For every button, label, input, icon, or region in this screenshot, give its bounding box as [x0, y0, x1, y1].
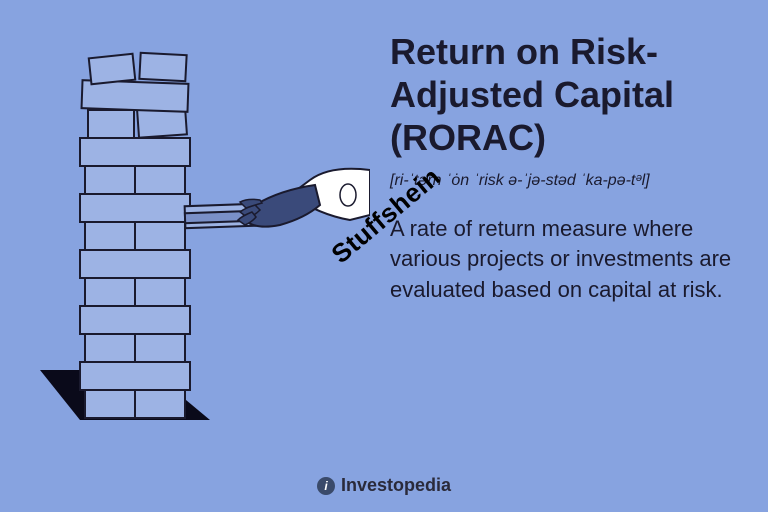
- brand-footer: i Investopedia: [0, 475, 768, 496]
- definition: A rate of return measure where various p…: [390, 214, 740, 306]
- jenga-illustration: [30, 40, 370, 460]
- hand-illustration: [238, 169, 370, 227]
- block-tower: [80, 53, 255, 418]
- term-title: Return on Risk-Adjusted Capital (RORAC): [390, 30, 740, 160]
- brand-icon: i: [317, 477, 335, 495]
- text-content: Return on Risk-Adjusted Capital (RORAC) …: [390, 30, 740, 306]
- brand-name: Investopedia: [341, 475, 451, 496]
